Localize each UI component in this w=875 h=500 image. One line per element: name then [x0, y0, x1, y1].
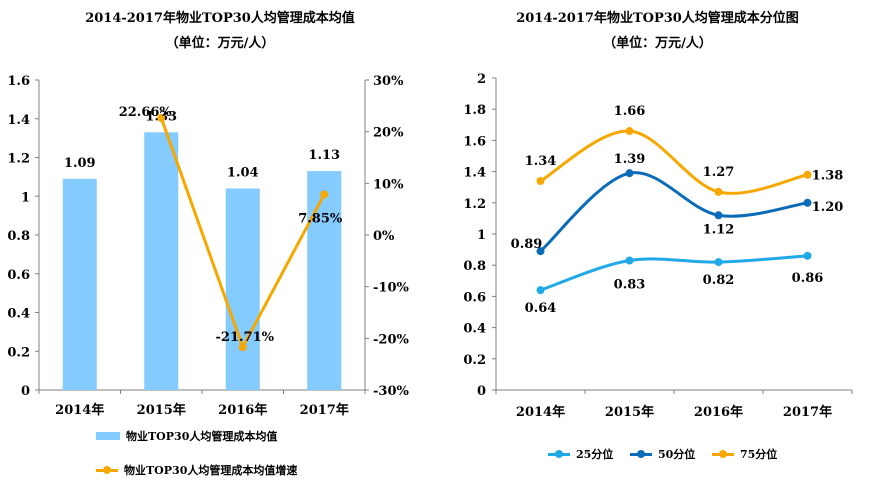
x-tick-label: 2014年	[516, 404, 565, 420]
growth-value-label: 22.66%	[119, 105, 173, 120]
legend-item-p25: 25分位	[548, 446, 613, 462]
y-tick-label: 1.4	[7, 113, 30, 128]
growth-point	[320, 190, 329, 199]
y-tick-label: 0.6	[463, 290, 486, 305]
y-tick-label: 1.8	[463, 103, 486, 118]
growth-value-label: -21.71%	[216, 330, 275, 345]
y2-tick-label: 0%	[373, 229, 395, 244]
x-tick-label: 2016年	[694, 404, 743, 420]
bar-value-label: 1.13	[308, 148, 340, 163]
legend-growth-swatch	[96, 465, 118, 475]
series-point	[714, 258, 723, 267]
series-value-label: 0.83	[614, 278, 646, 293]
y-tick-label: 1.6	[7, 74, 30, 89]
legend-bar-swatch	[96, 432, 120, 440]
series-line	[539, 171, 808, 253]
y-tick-label: 0.2	[463, 353, 486, 368]
x-tick-label: 2014年	[55, 402, 104, 418]
legend-p75-label: 75分位	[740, 448, 778, 461]
legend-p75-swatch	[712, 449, 734, 459]
left-chart-title: 2014-2017年物业TOP30人均管理成本均值	[85, 11, 355, 26]
series-value-label: 1.27	[703, 165, 735, 180]
y-tick-label: 0.8	[463, 259, 486, 274]
series-point	[803, 198, 812, 207]
y-tick-label: 1	[21, 190, 30, 205]
x-tick-label: 2017年	[783, 404, 832, 420]
left-chart-panel: 2014-2017年物业TOP30人均管理成本均值 （单位：万元/人） 0 0.2…	[7, 11, 409, 478]
y2-tick-label: -10%	[373, 281, 409, 296]
y2-tick-label: -20%	[373, 332, 409, 347]
series-value-label: 1.39	[614, 152, 646, 167]
y-tick-label: 0.6	[7, 268, 30, 283]
y-tick-label: 0.4	[463, 322, 486, 337]
y-tick-label: 1.6	[463, 134, 486, 149]
series-value-label: 1.38	[812, 169, 844, 184]
x-tick-label: 2016年	[218, 402, 267, 418]
left-chart-subtitle: （单位：万元/人）	[165, 36, 275, 51]
legend-growth-label: 物业TOP30人均管理成本均值增速	[124, 464, 298, 477]
series-point	[625, 127, 634, 136]
legend-item-p50: 50分位	[630, 446, 695, 462]
series-value-label: 0.89	[511, 237, 543, 252]
legend-p50-swatch	[630, 449, 652, 459]
y-tick-label: 0	[21, 384, 30, 399]
bar	[62, 178, 97, 390]
y2-tick-label: 30%	[373, 74, 404, 89]
legend-p25-swatch	[548, 449, 570, 459]
series-point	[625, 256, 634, 265]
y-tick-label: 2	[477, 72, 486, 87]
series-point	[625, 169, 634, 178]
right-chart-title: 2014-2017年物业TOP30人均管理成本分位图	[516, 11, 799, 26]
series-value-label: 0.82	[703, 273, 735, 288]
series-point	[714, 187, 723, 196]
legend-item-growth-line: 物业TOP30人均管理成本均值增速	[96, 462, 297, 478]
y-tick-label: 1	[477, 228, 486, 243]
bar-value-label: 1.04	[227, 166, 259, 181]
series-point	[536, 176, 545, 185]
series-line	[539, 129, 808, 195]
y-tick-label: 0.4	[7, 307, 30, 322]
growth-value-label: 7.85%	[298, 211, 343, 226]
bar-value-label: 1.09	[64, 156, 96, 171]
series-point	[803, 251, 812, 260]
series-point	[714, 211, 723, 220]
y2-tick-label: 10%	[373, 177, 404, 192]
series-line	[540, 254, 808, 292]
legend-item-p75: 75分位	[712, 446, 777, 462]
right-chart-panel: 2014-2017年物业TOP30人均管理成本分位图 （单位：万元/人） 0 0.…	[440, 0, 875, 500]
growth-point	[238, 343, 247, 352]
series-value-label: 0.64	[525, 301, 557, 316]
series-point	[803, 170, 812, 179]
legend-item-bar: 物业TOP30人均管理成本均值	[96, 428, 277, 444]
x-tick-label: 2015年	[137, 402, 186, 418]
series-value-label: 1.66	[614, 104, 646, 119]
left-chart-svg: 0 0.2 0.4 0.6 0.8 1 1.2 1.4 1.6 -30% -20% -10% 0% 10%…	[7, 74, 409, 418]
legend-p25-label: 25分位	[576, 448, 614, 461]
bar	[225, 188, 260, 390]
bar	[144, 132, 179, 390]
series-value-label: 1.12	[703, 222, 735, 237]
legend-p50-label: 50分位	[658, 448, 696, 461]
y-tick-label: 1.2	[7, 152, 30, 167]
series-value-label: 1.34	[525, 154, 557, 169]
x-tick-label: 2015年	[605, 404, 654, 420]
series-value-label: 1.20	[812, 200, 844, 215]
series-point	[536, 247, 545, 256]
y2-tick-label: 20%	[373, 126, 404, 141]
x-tick-label: 2017年	[300, 402, 349, 418]
y-tick-label: 0.2	[7, 345, 30, 360]
right-chart-subtitle: （单位：万元/人）	[603, 36, 712, 51]
y2-tick-label: -30%	[373, 384, 409, 399]
series-point	[536, 286, 545, 295]
series-value-label: 0.86	[792, 271, 824, 286]
y-tick-label: 1.4	[463, 166, 486, 181]
y-tick-label: 0.8	[7, 229, 30, 244]
growth-point	[157, 113, 166, 122]
bar	[307, 171, 342, 390]
y-tick-label: 1.2	[463, 197, 486, 212]
right-chart-svg: 0 0.2 0.4 0.6 0.8 1 1.2 1.4 1.6 1.8 2 2014年 2015年 201…	[463, 72, 853, 420]
y-tick-label: 0	[477, 384, 486, 399]
legend-bar-label: 物业TOP30人均管理成本均值	[126, 430, 278, 443]
